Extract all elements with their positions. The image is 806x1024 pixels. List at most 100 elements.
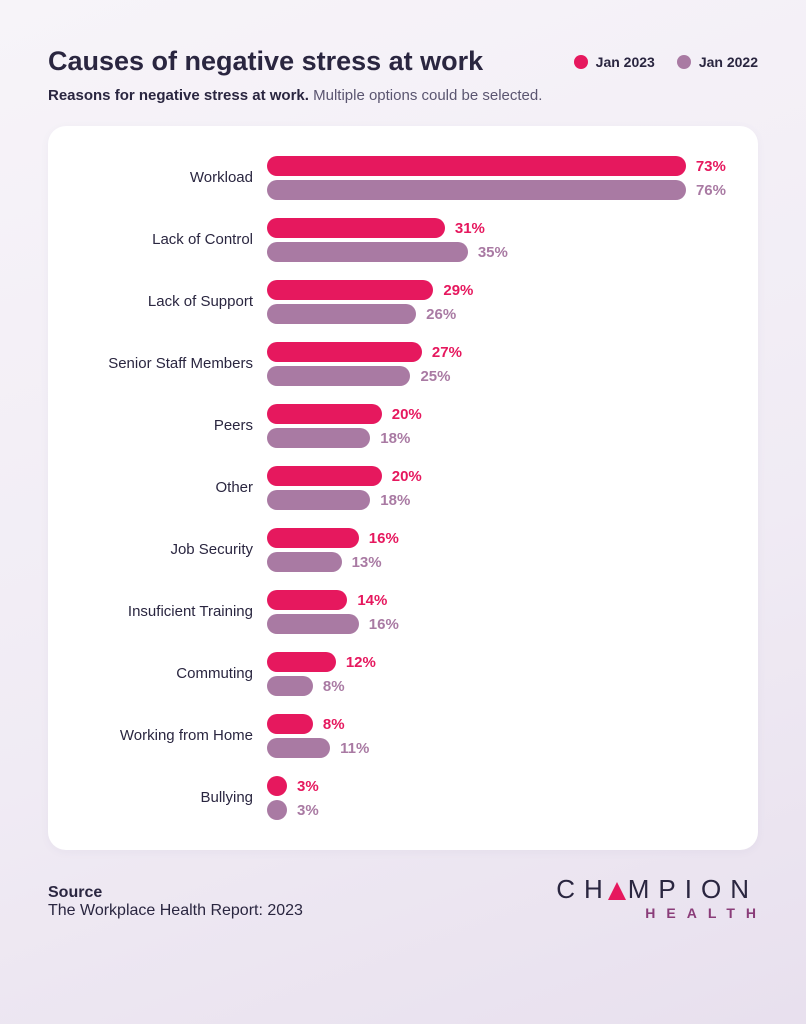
- bar-pair: 16%13%: [267, 528, 726, 572]
- bar-2023-line: 20%: [267, 404, 726, 424]
- bar-pair: 3%3%: [267, 776, 726, 820]
- category-label: Other: [62, 479, 267, 497]
- bar-2023-value: 14%: [357, 592, 387, 609]
- bar-2022-line: 11%: [267, 738, 726, 758]
- bar-2022: [267, 552, 342, 572]
- bar-2022: [267, 428, 370, 448]
- bar-2023: [267, 280, 433, 300]
- bar-2022-line: 35%: [267, 242, 726, 262]
- legend-dot-2022: [677, 55, 691, 69]
- bar-2022-line: 13%: [267, 552, 726, 572]
- bar-pair: 73%76%: [267, 156, 726, 200]
- bar-2023-line: 73%: [267, 156, 726, 176]
- bar-2023-value: 3%: [297, 778, 319, 795]
- source-block: Source The Workplace Health Report: 2023: [48, 884, 303, 920]
- legend-dot-2023: [574, 55, 588, 69]
- bar-2022-line: 25%: [267, 366, 726, 386]
- logo-subtext: HEALTH: [645, 906, 767, 920]
- bar-2023: [267, 404, 382, 424]
- bar-2023-line: 3%: [267, 776, 726, 796]
- bar-2023-line: 31%: [267, 218, 726, 238]
- chart-row: Bullying3%3%: [62, 776, 726, 820]
- bar-2023-line: 16%: [267, 528, 726, 548]
- bar-2023: [267, 466, 382, 486]
- bar-pair: 12%8%: [267, 652, 726, 696]
- bar-2022-value: 13%: [352, 554, 382, 571]
- chart-subtitle: Reasons for negative stress at work. Mul…: [48, 87, 758, 104]
- category-label: Job Security: [62, 541, 267, 559]
- bar-2023-line: 27%: [267, 342, 726, 362]
- category-label: Lack of Control: [62, 231, 267, 249]
- bar-2022-value: 76%: [696, 182, 726, 199]
- category-label: Lack of Support: [62, 293, 267, 311]
- bar-2022: [267, 180, 686, 200]
- bar-pair: 20%18%: [267, 404, 726, 448]
- chart-row: Lack of Control31%35%: [62, 218, 726, 262]
- subtitle-rest: Multiple options could be selected.: [309, 87, 542, 104]
- category-label: Peers: [62, 417, 267, 435]
- bar-2022-line: 26%: [267, 304, 726, 324]
- bar-2022-value: 8%: [323, 678, 345, 695]
- logo-triangle-icon: [608, 882, 626, 900]
- bar-2022: [267, 490, 370, 510]
- bar-pair: 31%35%: [267, 218, 726, 262]
- bar-pair: 8%11%: [267, 714, 726, 758]
- bar-2022-line: 3%: [267, 800, 726, 820]
- category-label: Working from Home: [62, 727, 267, 745]
- bar-2023-line: 8%: [267, 714, 726, 734]
- bar-2022-value: 18%: [380, 492, 410, 509]
- bar-2022-line: 76%: [267, 180, 726, 200]
- bar-2023-value: 20%: [392, 468, 422, 485]
- chart-row: Lack of Support29%26%: [62, 280, 726, 324]
- bar-2023-value: 12%: [346, 654, 376, 671]
- bar-2022: [267, 242, 468, 262]
- bar-pair: 14%16%: [267, 590, 726, 634]
- bar-2022-value: 11%: [340, 740, 369, 757]
- bar-2022-line: 16%: [267, 614, 726, 634]
- bar-2022-value: 3%: [297, 802, 319, 819]
- chart-row: Senior Staff Members27%25%: [62, 342, 726, 386]
- bar-2022-line: 18%: [267, 428, 726, 448]
- bar-2022: [267, 366, 410, 386]
- bar-2022: [267, 676, 313, 696]
- bar-2022-value: 18%: [380, 430, 410, 447]
- bar-2023-line: 14%: [267, 590, 726, 610]
- bar-2023: [267, 218, 445, 238]
- chart-row: Job Security16%13%: [62, 528, 726, 572]
- category-label: Commuting: [62, 665, 267, 683]
- legend: Jan 2023 Jan 2022: [574, 54, 758, 70]
- bar-pair: 29%26%: [267, 280, 726, 324]
- logo-text-mpion: MPION: [628, 876, 758, 902]
- legend-item-2023: Jan 2023: [574, 54, 655, 70]
- bar-2023: [267, 652, 336, 672]
- header: Causes of negative stress at work Jan 20…: [48, 46, 758, 104]
- bar-2023: [267, 590, 347, 610]
- bar-2022-value: 16%: [369, 616, 399, 633]
- bar-2022-line: 18%: [267, 490, 726, 510]
- category-label: Insuficient Training: [62, 603, 267, 621]
- category-label: Senior Staff Members: [62, 355, 267, 373]
- chart-title: Causes of negative stress at work: [48, 46, 483, 77]
- bar-2023-value: 8%: [323, 716, 345, 733]
- category-label: Bullying: [62, 789, 267, 807]
- legend-label-2023: Jan 2023: [596, 54, 655, 70]
- title-row: Causes of negative stress at work Jan 20…: [48, 46, 758, 77]
- bar-2023: [267, 528, 359, 548]
- legend-label-2022: Jan 2022: [699, 54, 758, 70]
- bar-2023-value: 27%: [432, 344, 462, 361]
- bar-pair: 20%18%: [267, 466, 726, 510]
- bar-2022-value: 35%: [478, 244, 508, 261]
- bar-2022-line: 8%: [267, 676, 726, 696]
- bar-pair: 27%25%: [267, 342, 726, 386]
- chart-row: Workload73%76%: [62, 156, 726, 200]
- logo-text-ch: CH: [556, 876, 612, 902]
- chart-card: Workload73%76%Lack of Control31%35%Lack …: [48, 126, 758, 850]
- bar-2023-line: 29%: [267, 280, 726, 300]
- chart-row: Insuficient Training14%16%: [62, 590, 726, 634]
- bar-2023-line: 12%: [267, 652, 726, 672]
- bar-2023: [267, 776, 287, 796]
- category-label: Workload: [62, 169, 267, 187]
- bar-2023: [267, 342, 422, 362]
- legend-item-2022: Jan 2022: [677, 54, 758, 70]
- bar-2022-value: 26%: [426, 306, 456, 323]
